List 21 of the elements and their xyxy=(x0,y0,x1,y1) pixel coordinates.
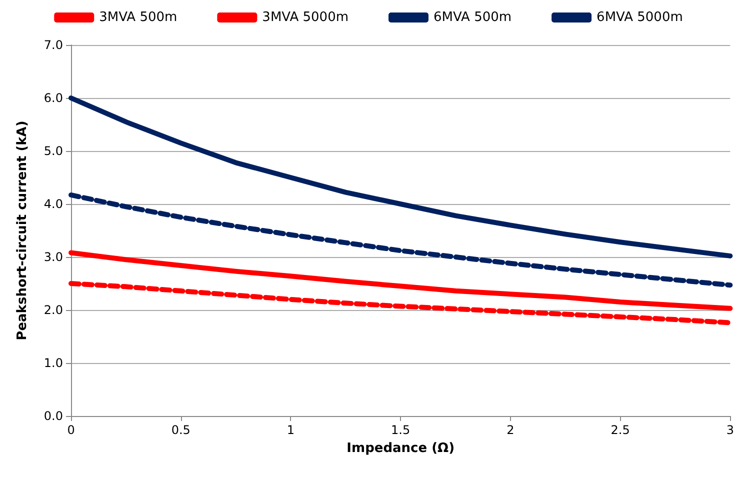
x-tick-label: 2.5 xyxy=(610,423,630,437)
x-axis-title: Impedance (Ω) xyxy=(346,441,455,456)
y-tick-label: 6.0 xyxy=(44,91,63,105)
y-tick-label: 3.0 xyxy=(44,250,63,264)
legend-label: 3MVA 500m xyxy=(99,10,178,25)
y-tick-label: 7.0 xyxy=(44,38,63,52)
legend-label: 3MVA 5000m xyxy=(262,10,349,25)
x-tick-label: 1.5 xyxy=(391,423,410,437)
x-tick-label: 2 xyxy=(506,423,514,437)
y-tick-label: 2.0 xyxy=(44,303,63,317)
x-tick-label: 0 xyxy=(67,423,75,437)
x-tick-label: 1 xyxy=(286,423,295,437)
y-tick-label: 1.0 xyxy=(44,356,63,370)
y-tick-label: 5.0 xyxy=(44,144,63,158)
x-tick-label: 3 xyxy=(726,423,734,437)
x-tick-label: 0.5 xyxy=(171,423,190,437)
y-tick-label: 0.0 xyxy=(44,409,63,423)
legend-label: 6MVA 500m xyxy=(434,10,512,25)
y-axis-title: Peakshort-circuit current (kA) xyxy=(15,120,30,340)
y-tick-label: 4.0 xyxy=(44,197,63,211)
legend-label: 6MVA 5000m xyxy=(596,10,683,25)
